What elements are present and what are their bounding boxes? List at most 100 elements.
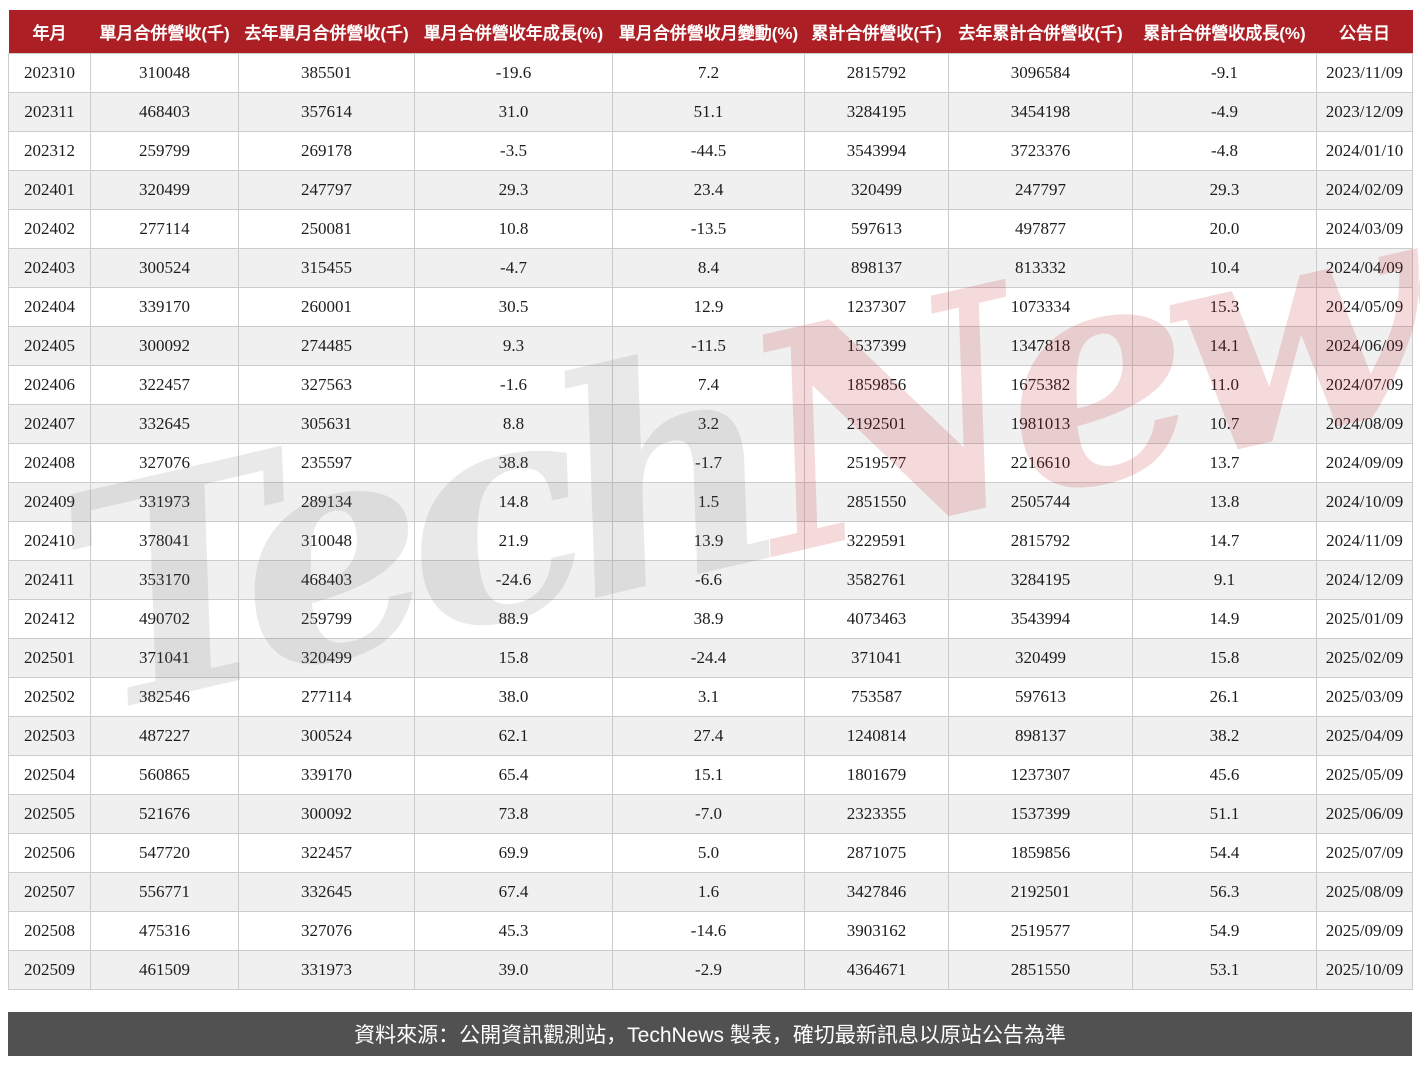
table-cell: -2.9 (612, 950, 805, 990)
table-cell: 14.8 (414, 482, 613, 522)
column-header: 年月 (8, 10, 91, 54)
table-cell: 10.8 (414, 209, 613, 249)
table-cell: 2025/05/09 (1316, 755, 1413, 795)
table-cell: 3.1 (612, 677, 805, 717)
table-row: 202506 547720 322457 69.9 5.0 2871075 1859856 5… (8, 833, 1413, 873)
table-cell: 14.7 (1132, 521, 1317, 561)
table-row: 202310 310048 385501 -19.6 7.2 2815792 3096584… (8, 53, 1413, 93)
table-cell: 39.0 (414, 950, 613, 990)
table-cell: 7.4 (612, 365, 805, 405)
table-cell: 315455 (238, 248, 415, 288)
table-cell: 1347818 (948, 326, 1133, 366)
table-cell: 490702 (90, 599, 239, 639)
table-cell: 327076 (90, 443, 239, 483)
table-cell: 320499 (238, 638, 415, 678)
table-cell: 15.8 (1132, 638, 1317, 678)
table-cell: 4364671 (804, 950, 949, 990)
table-cell: 51.1 (612, 92, 805, 132)
table-cell: 2025/07/09 (1316, 833, 1413, 873)
table-cell: 202407 (8, 404, 91, 444)
table-cell: 247797 (238, 170, 415, 210)
table-cell: 235597 (238, 443, 415, 483)
table-cell: 497877 (948, 209, 1133, 249)
table-cell: 45.3 (414, 911, 613, 951)
table-cell: 202401 (8, 170, 91, 210)
table-cell: 2025/08/09 (1316, 872, 1413, 912)
table-cell: 332645 (90, 404, 239, 444)
table-row: 202502 382546 277114 38.0 3.1 753587 597613 26.… (8, 677, 1413, 717)
table-cell: 202509 (8, 950, 91, 990)
table-cell: 51.1 (1132, 794, 1317, 834)
table-cell: 305631 (238, 404, 415, 444)
table-cell: 56.3 (1132, 872, 1317, 912)
table-cell: 3284195 (948, 560, 1133, 600)
table-cell: 322457 (90, 365, 239, 405)
table-body: 202310 310048 385501 -19.6 7.2 2815792 3096584… (8, 53, 1413, 990)
table-cell: -44.5 (612, 131, 805, 171)
table-cell: 331973 (90, 482, 239, 522)
table-row: 202401 320499 247797 29.3 23.4 320499 247797 29… (8, 170, 1413, 210)
table-cell: 357614 (238, 92, 415, 132)
table-cell: 2323355 (804, 794, 949, 834)
table-cell: 547720 (90, 833, 239, 873)
table-cell: -4.8 (1132, 131, 1317, 171)
table-cell: 2024/06/09 (1316, 326, 1413, 366)
table-row: 202409 331973 289134 14.8 1.5 2851550 2505744 1… (8, 482, 1413, 522)
table-cell: -24.6 (414, 560, 613, 600)
column-header: 累計合併營收(千) (804, 10, 949, 54)
table-row: 202406 322457 327563 -1.6 7.4 1859856 1675382 1… (8, 365, 1413, 405)
table-cell: 2851550 (804, 482, 949, 522)
column-header: 去年單月合併營收(千) (238, 10, 415, 54)
table-cell: 3903162 (804, 911, 949, 951)
table-cell: 2815792 (804, 53, 949, 93)
table-cell: 2024/04/09 (1316, 248, 1413, 288)
table-cell: 2024/11/09 (1316, 521, 1413, 561)
table-cell: 2025/01/09 (1316, 599, 1413, 639)
table-cell: 21.9 (414, 521, 613, 561)
header-row: 年月 單月合併營收(千) 去年單月合併營收(千) 單月合併營收年成長(%) 單月合併營收… (8, 10, 1413, 54)
table-cell: 322457 (238, 833, 415, 873)
table-cell: 310048 (238, 521, 415, 561)
table-cell: 12.9 (612, 287, 805, 327)
table-cell: 202508 (8, 911, 91, 951)
table-cell: 20.0 (1132, 209, 1317, 249)
table-cell: 202411 (8, 560, 91, 600)
table-cell: 371041 (804, 638, 949, 678)
table-cell: 1237307 (804, 287, 949, 327)
table-row: 202504 560865 339170 65.4 15.1 1801679 1237307… (8, 755, 1413, 795)
table-cell: 202502 (8, 677, 91, 717)
table-cell: 9.3 (414, 326, 613, 366)
table-row: 202311 468403 357614 31.0 51.1 3284195 3454198… (8, 92, 1413, 132)
table-cell: 15.1 (612, 755, 805, 795)
table-cell: 11.0 (1132, 365, 1317, 405)
table-row: 202412 490702 259799 88.9 38.9 4073463 3543994… (8, 599, 1413, 639)
table-cell: 310048 (90, 53, 239, 93)
table-cell: 202412 (8, 599, 91, 639)
table-cell: 9.1 (1132, 560, 1317, 600)
table-cell: 1073334 (948, 287, 1133, 327)
table-cell: 3582761 (804, 560, 949, 600)
table-cell: 202311 (8, 92, 91, 132)
table-cell: 269178 (238, 131, 415, 171)
table-cell: 15.3 (1132, 287, 1317, 327)
table-cell: 27.4 (612, 716, 805, 756)
table-cell: -6.6 (612, 560, 805, 600)
table-row: 202408 327076 235597 38.8 -1.7 2519577 2216610… (8, 443, 1413, 483)
table-row: 202312 259799 269178 -3.5 -44.5 3543994 372337… (8, 131, 1413, 171)
table-row: 202403 300524 315455 -4.7 8.4 898137 813332 10.… (8, 248, 1413, 288)
table-cell: 247797 (948, 170, 1133, 210)
table-cell: 2192501 (948, 872, 1133, 912)
table-cell: 556771 (90, 872, 239, 912)
table-cell: 202503 (8, 716, 91, 756)
table-cell: -13.5 (612, 209, 805, 249)
table-cell: 38.8 (414, 443, 613, 483)
table-cell: 597613 (948, 677, 1133, 717)
table-cell: 259799 (90, 131, 239, 171)
table-cell: 300524 (238, 716, 415, 756)
table-cell: 3096584 (948, 53, 1133, 93)
table-cell: 2023/11/09 (1316, 53, 1413, 93)
table-cell: 487227 (90, 716, 239, 756)
table-cell: 30.5 (414, 287, 613, 327)
table-cell: -14.6 (612, 911, 805, 951)
table-cell: -4.7 (414, 248, 613, 288)
